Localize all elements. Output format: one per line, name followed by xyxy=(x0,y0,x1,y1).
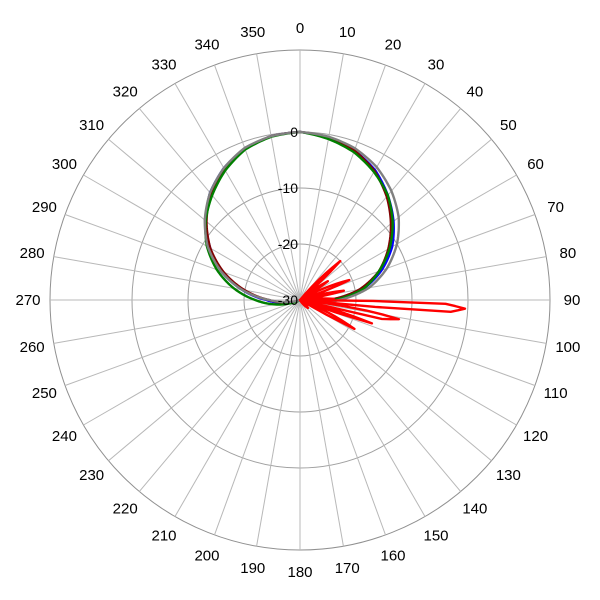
angle-tick-label: 250 xyxy=(32,385,57,402)
angle-spoke xyxy=(138,108,301,301)
angle-tick-label: 10 xyxy=(339,24,356,41)
angle-tick-label: 80 xyxy=(560,245,577,262)
angle-spoke xyxy=(299,83,426,301)
angle-tick-label: 160 xyxy=(381,548,406,565)
angle-tick-label: 290 xyxy=(32,199,57,216)
angle-spoke xyxy=(299,138,492,301)
angle-tick-label: 330 xyxy=(151,56,176,73)
angle-spoke xyxy=(299,299,462,492)
angle-spoke xyxy=(174,299,301,517)
angle-spoke xyxy=(299,299,344,547)
angle-spoke xyxy=(108,299,301,462)
angle-tick-label: 280 xyxy=(20,245,45,262)
angle-tick-label: 110 xyxy=(544,385,568,402)
angle-spoke xyxy=(138,299,301,492)
angle-tick-label: 70 xyxy=(547,199,564,216)
angle-tick-label: 260 xyxy=(20,339,45,356)
tick-labels: 0 10 20 30 40 50 60 70 80 90 100 110 120 130 140 150 160… xyxy=(15,20,580,581)
angle-tick-label: 190 xyxy=(240,560,265,577)
radial-tick-label: 0 xyxy=(290,124,298,140)
radial-tick-label: -30 xyxy=(278,292,298,308)
angle-spoke xyxy=(83,299,301,426)
angle-spoke xyxy=(53,256,301,301)
angle-spoke xyxy=(299,64,386,301)
angle-spoke xyxy=(64,299,301,386)
angle-tick-label: 120 xyxy=(523,428,548,445)
angle-tick-label: 320 xyxy=(113,84,138,101)
angle-tick-label: 20 xyxy=(385,36,402,53)
pattern-series xyxy=(203,130,467,331)
angle-spoke xyxy=(299,174,517,301)
angle-spoke xyxy=(64,214,301,301)
angle-spoke xyxy=(299,299,492,462)
angle-spoke xyxy=(299,108,462,301)
angle-tick-label: 270 xyxy=(15,292,40,309)
angle-tick-label: 140 xyxy=(462,500,487,517)
radial-tick-label: -20 xyxy=(278,236,298,252)
angle-spoke xyxy=(214,64,301,301)
angle-tick-label: 210 xyxy=(151,528,176,545)
angle-spoke xyxy=(174,83,301,301)
angle-tick-label: 0 xyxy=(296,20,304,37)
angle-tick-label: 170 xyxy=(335,560,360,577)
angle-tick-label: 350 xyxy=(240,24,265,41)
angle-spoke xyxy=(53,299,301,344)
angle-tick-label: 30 xyxy=(428,56,445,73)
angle-spoke xyxy=(299,256,547,301)
angle-tick-label: 100 xyxy=(555,339,580,356)
angle-spoke xyxy=(299,299,547,344)
radial-tick-label: -10 xyxy=(278,180,298,196)
angle-spoke xyxy=(256,53,301,301)
angle-tick-label: 90 xyxy=(564,292,581,309)
angle-tick-label: 230 xyxy=(79,467,104,484)
angle-tick-label: 220 xyxy=(113,500,138,517)
angle-tick-label: 200 xyxy=(194,548,219,565)
angle-spoke xyxy=(299,299,426,517)
angle-spoke xyxy=(214,299,301,536)
angle-spoke xyxy=(83,174,301,301)
angle-spoke xyxy=(299,299,386,536)
angle-tick-label: 180 xyxy=(287,564,312,581)
angle-tick-label: 310 xyxy=(79,117,104,134)
angle-tick-label: 150 xyxy=(423,528,448,545)
angle-tick-label: 340 xyxy=(194,36,219,53)
angle-tick-label: 40 xyxy=(466,84,483,101)
series-line-4 xyxy=(298,259,467,331)
angle-tick-label: 240 xyxy=(52,428,77,445)
angle-tick-label: 50 xyxy=(500,117,517,134)
angle-tick-label: 130 xyxy=(496,467,521,484)
angle-tick-label: 300 xyxy=(52,156,77,173)
angle-spoke xyxy=(256,299,301,547)
angle-spoke xyxy=(299,53,344,301)
angle-tick-label: 60 xyxy=(527,156,544,173)
